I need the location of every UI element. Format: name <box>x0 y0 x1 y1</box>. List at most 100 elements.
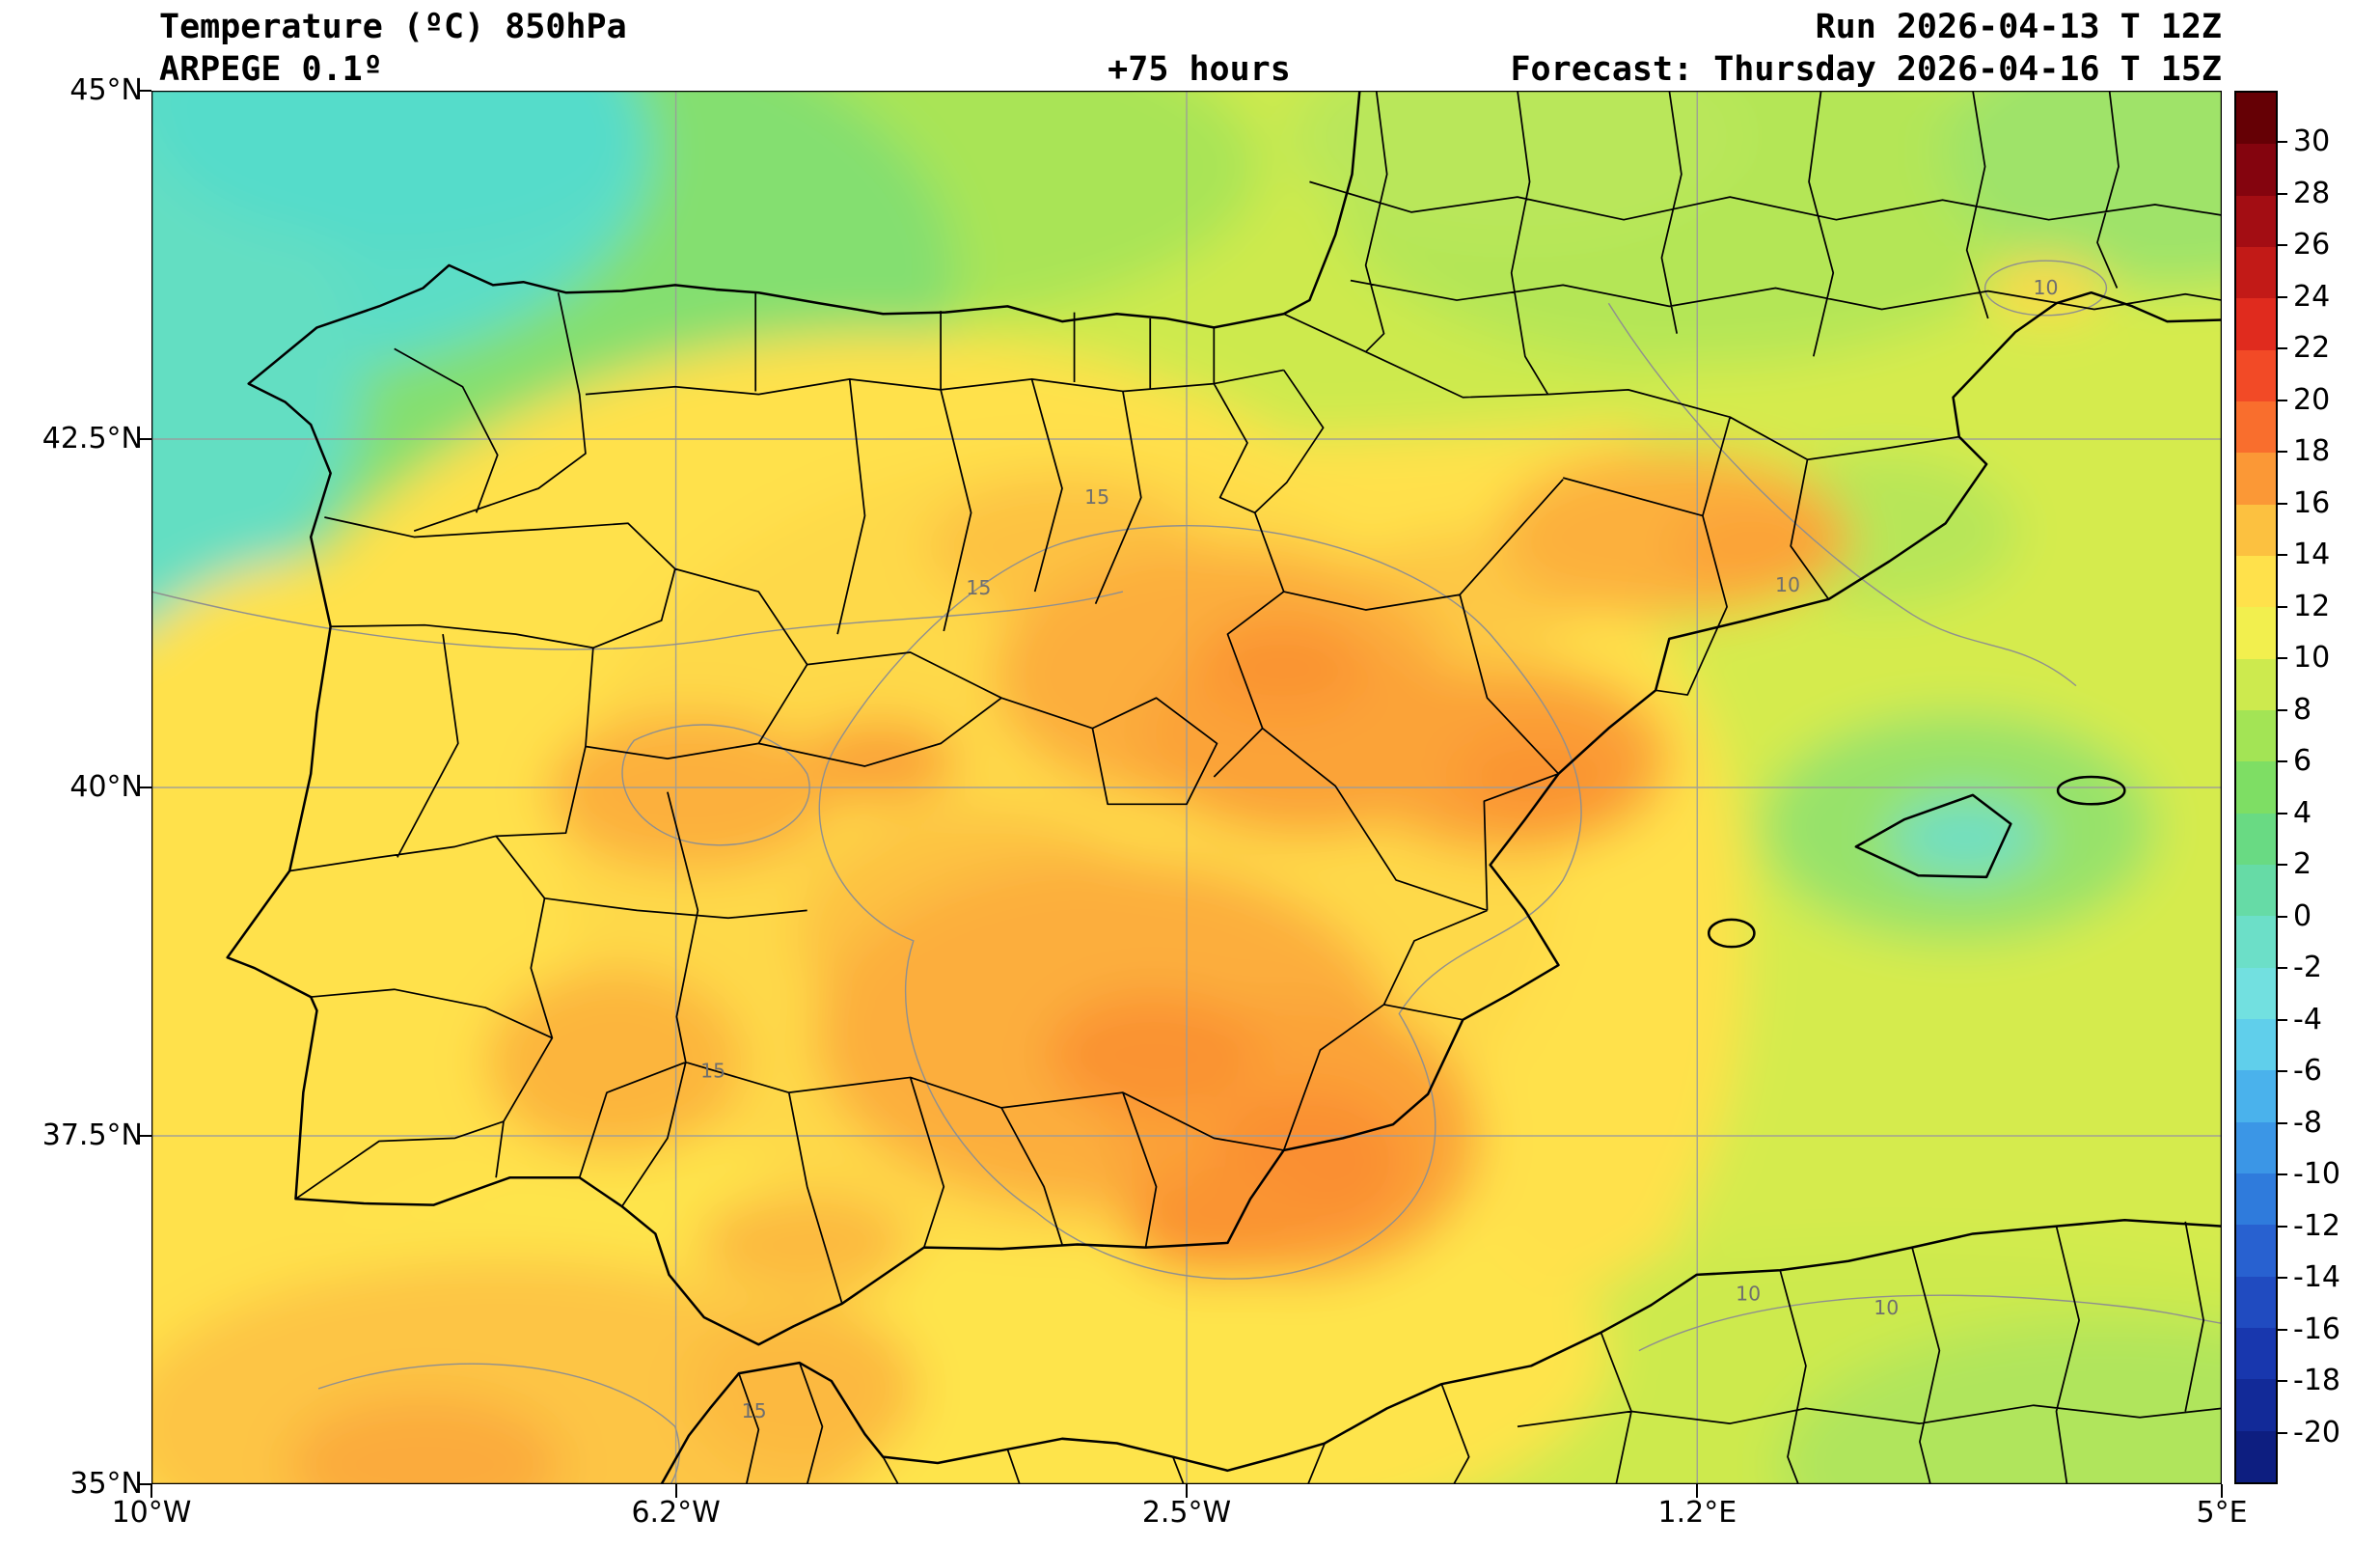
colorbar-tick-mark <box>2278 915 2287 918</box>
contour-label: 15 <box>700 1059 725 1082</box>
lon-tick-mark <box>1186 1484 1188 1498</box>
colorbar-tick-mark <box>2278 554 2287 557</box>
colorbar-tick-label: 12 <box>2293 589 2331 623</box>
colorbar-tick-mark <box>2278 1070 2287 1073</box>
product-title: Temperature (ºC) 850hPa <box>159 8 627 46</box>
colorbar-tick-mark <box>2278 812 2287 814</box>
colorbar-band <box>2236 864 2276 917</box>
colorbar-tick-mark <box>2278 1173 2287 1176</box>
colorbar-tick-mark <box>2278 657 2287 660</box>
colorbar-tick-mark <box>2278 1328 2287 1331</box>
colorbar-band <box>2236 349 2276 401</box>
colorbar-tick-label: 8 <box>2293 692 2312 727</box>
colorbar-band <box>2236 144 2276 196</box>
colorbar-tick-mark <box>2278 967 2287 970</box>
colorbar <box>2234 91 2278 1484</box>
colorbar-tick-label: 28 <box>2293 176 2331 210</box>
colorbar-tick-label: -10 <box>2293 1157 2340 1192</box>
colorbar-band <box>2236 967 2276 1019</box>
colorbar-tick-label: 18 <box>2293 434 2331 469</box>
lat-tick-label: 45°N <box>69 73 143 107</box>
colorbar-band <box>2236 1018 2276 1071</box>
colorbar-tick-label: 6 <box>2293 744 2312 779</box>
contour-label: 15 <box>1084 485 1109 509</box>
lon-tick-label: 2.5°W <box>1141 1496 1232 1530</box>
colorbar-band <box>2236 1327 2276 1380</box>
lat-tick-mark <box>138 90 151 92</box>
lat-tick-mark <box>138 438 151 440</box>
colorbar-tick-label: 2 <box>2293 847 2312 882</box>
colorbar-band <box>2236 246 2276 299</box>
colorbar-tick-label: -20 <box>2293 1415 2340 1449</box>
colorbar-tick-label: 4 <box>2293 795 2312 830</box>
temperature-map: 15 15 15 15 10 10 10 10 <box>151 91 2222 1484</box>
temperature-field <box>151 91 2222 1484</box>
lat-tick-label: 42.5°N <box>41 422 143 456</box>
colorbar-tick-label: 26 <box>2293 228 2331 262</box>
colorbar-tick-label: 30 <box>2293 124 2331 159</box>
colorbar-tick-mark <box>2278 347 2287 350</box>
colorbar-tick-mark <box>2278 1018 2287 1021</box>
lon-tick-label: 6.2°W <box>631 1496 721 1530</box>
colorbar-band <box>2236 453 2276 505</box>
grid-lines <box>151 91 2222 1484</box>
colorbar-tick-label: -18 <box>2293 1364 2340 1398</box>
colorbar-tick-mark <box>2278 502 2287 505</box>
model-title: ARPEGE 0.1º <box>159 50 383 89</box>
colorbar-band <box>2236 607 2276 659</box>
colorbar-tick-mark <box>2278 605 2287 608</box>
colorbar-band <box>2236 1070 2276 1122</box>
colorbar-band <box>2236 504 2276 556</box>
colorbar-tick-mark <box>2278 192 2287 195</box>
lat-tick-label: 35°N <box>69 1467 143 1501</box>
contour-label: 15 <box>966 576 991 599</box>
colorbar-tick-mark <box>2278 1121 2287 1124</box>
colorbar-tick-mark <box>2278 708 2287 711</box>
colorbar-tick-mark <box>2278 141 2287 144</box>
contour-labels: 15 15 15 15 10 10 10 10 <box>700 276 2058 1422</box>
colorbar-tick-mark <box>2278 451 2287 454</box>
colorbar-band <box>2236 1225 2276 1277</box>
colorbar-tick-label: 0 <box>2293 898 2312 933</box>
colorbar-tick-mark <box>2278 1431 2287 1434</box>
lon-tick-label: 1.2°E <box>1657 1496 1737 1530</box>
colorbar-tick-label: 10 <box>2293 641 2331 676</box>
colorbar-band <box>2236 1121 2276 1173</box>
lon-tick-mark <box>1696 1484 1699 1498</box>
colorbar-tick-label: -14 <box>2293 1260 2340 1295</box>
colorbar-tick-mark <box>2278 864 2287 867</box>
lat-tick-label: 40°N <box>69 770 143 804</box>
lon-tick-label: 5°E <box>2196 1496 2248 1530</box>
map-plot: 15 15 15 15 10 10 10 10 <box>151 91 2222 1484</box>
colorbar-tick-label: 22 <box>2293 331 2331 366</box>
colorbar-band <box>2236 1430 2276 1482</box>
colorbar-band <box>2236 195 2276 247</box>
lon-tick-mark <box>2221 1484 2223 1498</box>
colorbar-tick-label: 20 <box>2293 382 2331 417</box>
colorbar-band <box>2236 1276 2276 1328</box>
colorbar-tick-mark <box>2278 1277 2287 1280</box>
colorbar-bands <box>2236 93 2276 1482</box>
colorbar-tick-label: -2 <box>2293 951 2322 985</box>
colorbar-tick-mark <box>2278 244 2287 247</box>
colorbar-band <box>2236 658 2276 710</box>
contour-label: 10 <box>1775 573 1800 596</box>
lon-tick-label: 10°W <box>111 1496 192 1530</box>
lat-tick-mark <box>138 1483 151 1485</box>
colorbar-tick-label: -12 <box>2293 1208 2340 1243</box>
run-label: Run 2026-04-13 T 12Z <box>1815 8 2222 46</box>
colorbar-band <box>2236 1379 2276 1431</box>
contour-label: 10 <box>1736 1283 1761 1306</box>
lat-tick-label: 37.5°N <box>41 1118 143 1152</box>
contour-lines <box>151 260 2222 1484</box>
colorbar-band <box>2236 400 2276 454</box>
colorbar-band <box>2236 813 2276 865</box>
colorbar-tick-label: -6 <box>2293 1054 2322 1089</box>
colorbar-tick-mark <box>2278 1225 2287 1228</box>
lat-tick-mark <box>138 787 151 788</box>
lon-tick-mark <box>674 1484 677 1498</box>
colorbar-tick-label: -4 <box>2293 1002 2322 1036</box>
colorbar-tick-label: 14 <box>2293 538 2331 572</box>
colorbar-band <box>2236 93 2276 145</box>
